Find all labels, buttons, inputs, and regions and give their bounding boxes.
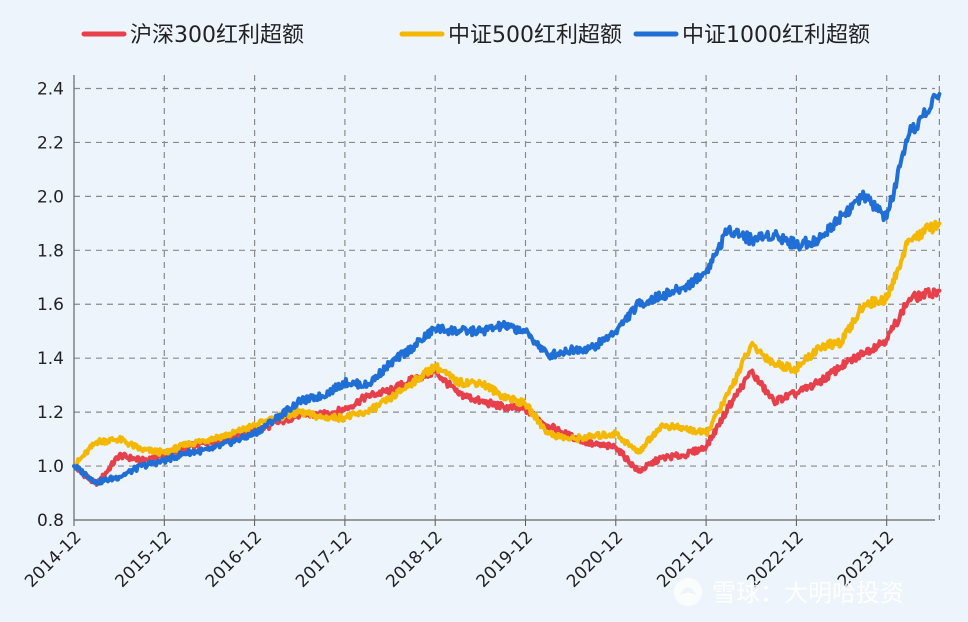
y-tick-label: 1.4 [37,349,64,369]
series-line-1 [72,287,942,487]
x-tick-label: 2015-12 [111,527,175,591]
x-tick-label: 2017-12 [292,527,356,591]
y-tick-label: 2.0 [37,187,64,207]
legend-label-1: 沪深300红利超额 [130,23,304,48]
legend-label-3: 中证1000红利超额 [682,23,870,48]
y-tick-label: 1.8 [37,241,64,261]
y-tick-label: 1.6 [37,295,64,315]
x-tick-label: 2014-12 [21,527,85,591]
legend-label-2: 中证500红利超额 [448,23,622,48]
x-tick-label: 2016-12 [202,527,266,591]
y-tick-label: 0.8 [37,511,64,531]
legend: 沪深300红利超额 中证500红利超额 中证1000红利超额 [81,23,870,48]
watermark: 雪球：大明哈投资 [674,578,904,607]
y-tick-label: 2.2 [37,133,64,153]
series-line-2 [72,219,942,470]
series-group [72,91,942,487]
series-line-3 [72,91,942,486]
snowball-logo-icon [674,578,702,606]
chart-grid [74,75,940,520]
watermark-text: 雪球：大明哈投资 [712,579,904,607]
y-tick-label: 2.4 [37,79,64,99]
y-tick-label: 1.0 [37,457,64,477]
x-tick-label: 2019-12 [473,527,537,591]
y-tick-label: 1.2 [37,403,64,423]
x-tick-label: 2020-12 [563,527,627,591]
x-tick-label: 2018-12 [382,527,446,591]
